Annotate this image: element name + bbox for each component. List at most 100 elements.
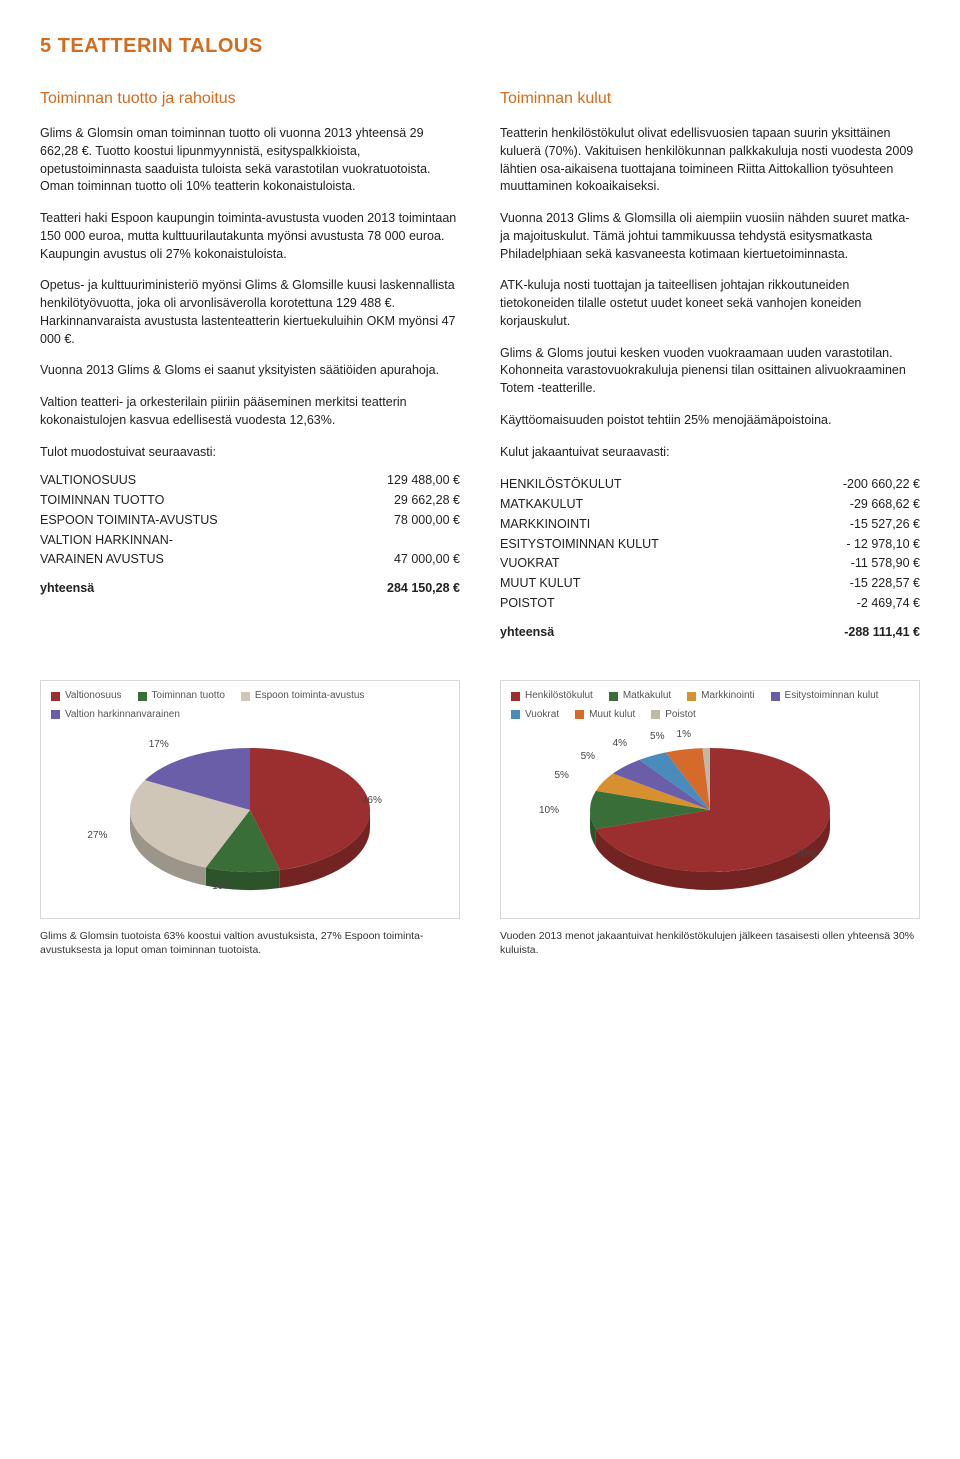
income-row: VALTION HARKINNAN- xyxy=(40,531,460,551)
expense-row-value: - 12 978,10 € xyxy=(783,535,920,555)
legend-item: Vuokrat xyxy=(511,708,559,722)
income-chart-legend: Valtionosuus Toiminnan tuotto Espoon toimi… xyxy=(51,689,449,721)
pie-svg xyxy=(70,728,430,908)
expense-row-label: MATKAKULUT xyxy=(500,495,783,515)
expense-para-5: Kulut jakaantuivat seuraavasti: xyxy=(500,444,920,462)
expense-row: VUOKRAT-11 578,90 € xyxy=(500,554,920,574)
legend-swatch xyxy=(241,692,250,701)
expense-row: MARKKINOINTI-15 527,26 € xyxy=(500,515,920,535)
expense-row-label: HENKILÖSTÖKULUT xyxy=(500,475,783,495)
legend-swatch xyxy=(51,692,60,701)
income-table: VALTIONOSUUS129 488,00 €TOIMINNAN TUOTTO… xyxy=(40,471,460,599)
legend-swatch xyxy=(651,710,660,719)
legend-label: Poistot xyxy=(665,708,696,722)
income-pie-wrap: 46%10%27%17% xyxy=(51,728,449,908)
two-column-layout: Toiminnan tuotto ja rahoitus Glims & Glo… xyxy=(40,88,920,642)
expense-row: ESITYSTOIMINNAN KULUT- 12 978,10 € xyxy=(500,535,920,555)
income-paragraphs: Glims & Glomsin oman toiminnan tuotto ol… xyxy=(40,125,460,430)
legend-label: Henkilöstökulut xyxy=(525,689,593,703)
legend-label: Muut kulut xyxy=(589,708,635,722)
income-para-0: Glims & Glomsin oman toiminnan tuotto ol… xyxy=(40,125,460,196)
expense-heading: Toiminnan kulut xyxy=(500,88,920,111)
legend-swatch xyxy=(138,692,147,701)
expense-row-label: MUUT KULUT xyxy=(500,574,783,594)
expense-total-value: -288 111,41 € xyxy=(783,614,920,643)
expense-pie-chart: Henkilöstökulut Matkakulut Markkinointi Esi… xyxy=(500,680,920,918)
legend-swatch xyxy=(575,710,584,719)
right-column: Toiminnan kulut Teatterin henkilöstökulu… xyxy=(500,88,920,642)
expense-table: HENKILÖSTÖKULUT-200 660,22 €MATKAKULUT-2… xyxy=(500,475,920,642)
income-row-label: VARAINEN AVUSTUS xyxy=(40,550,338,570)
income-chart-caption: Glims & Glomsin tuotoista 63% koostui va… xyxy=(40,929,460,957)
income-row-value: 129 488,00 € xyxy=(338,471,460,491)
income-para-4: Valtion teatteri- ja orkesterilain piiri… xyxy=(40,394,460,430)
expense-para-3: Glims & Gloms joutui kesken vuoden vuokr… xyxy=(500,345,920,398)
legend-label: Espoon toiminta-avustus xyxy=(255,689,365,703)
income-row-label: ESPOON TOIMINTA-AVUSTUS xyxy=(40,511,338,531)
expense-row-value: -200 660,22 € xyxy=(783,475,920,495)
expense-chart-caption: Vuoden 2013 menot jakaantuivat henkilöst… xyxy=(500,929,920,957)
legend-swatch xyxy=(609,692,618,701)
expense-total-label: yhteensä xyxy=(500,614,783,643)
expense-para-1: Vuonna 2013 Glims & Glomsilla oli aiempi… xyxy=(500,210,920,263)
expense-paragraphs: Teatterin henkilöstökulut olivat edellis… xyxy=(500,125,920,461)
expense-row-label: MARKKINOINTI xyxy=(500,515,783,535)
pie-svg xyxy=(530,728,890,908)
legend-item: Poistot xyxy=(651,708,696,722)
income-row: ESPOON TOIMINTA-AVUSTUS78 000,00 € xyxy=(40,511,460,531)
legend-label: Toiminnan tuotto xyxy=(152,689,225,703)
expense-row-value: -2 469,74 € xyxy=(783,594,920,614)
expense-para-2: ATK-kuluja nosti tuottajan ja taiteellis… xyxy=(500,277,920,330)
charts-row: Valtionosuus Toiminnan tuotto Espoon toimi… xyxy=(40,680,920,918)
legend-item: Henkilöstökulut xyxy=(511,689,593,703)
legend-swatch xyxy=(511,692,520,701)
legend-swatch xyxy=(51,710,60,719)
expense-row: POISTOT-2 469,74 € xyxy=(500,594,920,614)
chart-captions: Glims & Glomsin tuotoista 63% koostui va… xyxy=(40,929,920,957)
legend-label: Matkakulut xyxy=(623,689,671,703)
expense-row-value: -11 578,90 € xyxy=(783,554,920,574)
legend-label: Valtion harkinnanvarainen xyxy=(65,708,180,722)
income-total-label: yhteensä xyxy=(40,570,338,599)
income-row-label: TOIMINNAN TUOTTO xyxy=(40,491,338,511)
income-row-label: VALTION HARKINNAN- xyxy=(40,531,338,551)
legend-item: Esitystoiminnan kulut xyxy=(771,689,879,703)
income-pie-chart: Valtionosuus Toiminnan tuotto Espoon toimi… xyxy=(40,680,460,918)
legend-label: Esitystoiminnan kulut xyxy=(785,689,879,703)
income-row-value: 29 662,28 € xyxy=(338,491,460,511)
income-intro: Tulot muodostuivat seuraavasti: xyxy=(40,444,460,462)
expense-pie-wrap: 70%10%5%5%4%5%1% xyxy=(511,728,909,908)
expense-row-value: -15 228,57 € xyxy=(783,574,920,594)
expense-row: MATKAKULUT-29 668,62 € xyxy=(500,495,920,515)
income-row: VALTIONOSUUS129 488,00 € xyxy=(40,471,460,491)
legend-label: Vuokrat xyxy=(525,708,559,722)
legend-swatch xyxy=(771,692,780,701)
expense-chart-legend: Henkilöstökulut Matkakulut Markkinointi Esi… xyxy=(511,689,909,721)
legend-label: Valtionosuus xyxy=(65,689,122,703)
legend-item: Muut kulut xyxy=(575,708,635,722)
income-heading: Toiminnan tuotto ja rahoitus xyxy=(40,88,460,111)
legend-label: Markkinointi xyxy=(701,689,754,703)
expense-row: MUUT KULUT-15 228,57 € xyxy=(500,574,920,594)
expense-row-label: VUOKRAT xyxy=(500,554,783,574)
income-row-value xyxy=(338,531,460,551)
income-para-3: Vuonna 2013 Glims & Gloms ei saanut yksi… xyxy=(40,362,460,380)
legend-swatch xyxy=(511,710,520,719)
expense-para-4: Käyttöomaisuuden poistot tehtiin 25% men… xyxy=(500,412,920,430)
income-row: VARAINEN AVUSTUS47 000,00 € xyxy=(40,550,460,570)
expense-total-row: yhteensä -288 111,41 € xyxy=(500,614,920,643)
legend-item: Matkakulut xyxy=(609,689,671,703)
legend-item: Markkinointi xyxy=(687,689,754,703)
income-row-value: 47 000,00 € xyxy=(338,550,460,570)
legend-item: Valtion harkinnanvarainen xyxy=(51,708,180,722)
income-para-1: Teatteri haki Espoon kaupungin toiminta-… xyxy=(40,210,460,263)
income-para-2: Opetus- ja kulttuuriministeriö myönsi Gl… xyxy=(40,277,460,348)
expense-row-value: -15 527,26 € xyxy=(783,515,920,535)
income-row: TOIMINNAN TUOTTO29 662,28 € xyxy=(40,491,460,511)
income-total-row: yhteensä 284 150,28 € xyxy=(40,570,460,599)
legend-swatch xyxy=(687,692,696,701)
income-row-value: 78 000,00 € xyxy=(338,511,460,531)
legend-item: Valtionosuus xyxy=(51,689,122,703)
expense-para-0: Teatterin henkilöstökulut olivat edellis… xyxy=(500,125,920,196)
expense-row-label: ESITYSTOIMINNAN KULUT xyxy=(500,535,783,555)
